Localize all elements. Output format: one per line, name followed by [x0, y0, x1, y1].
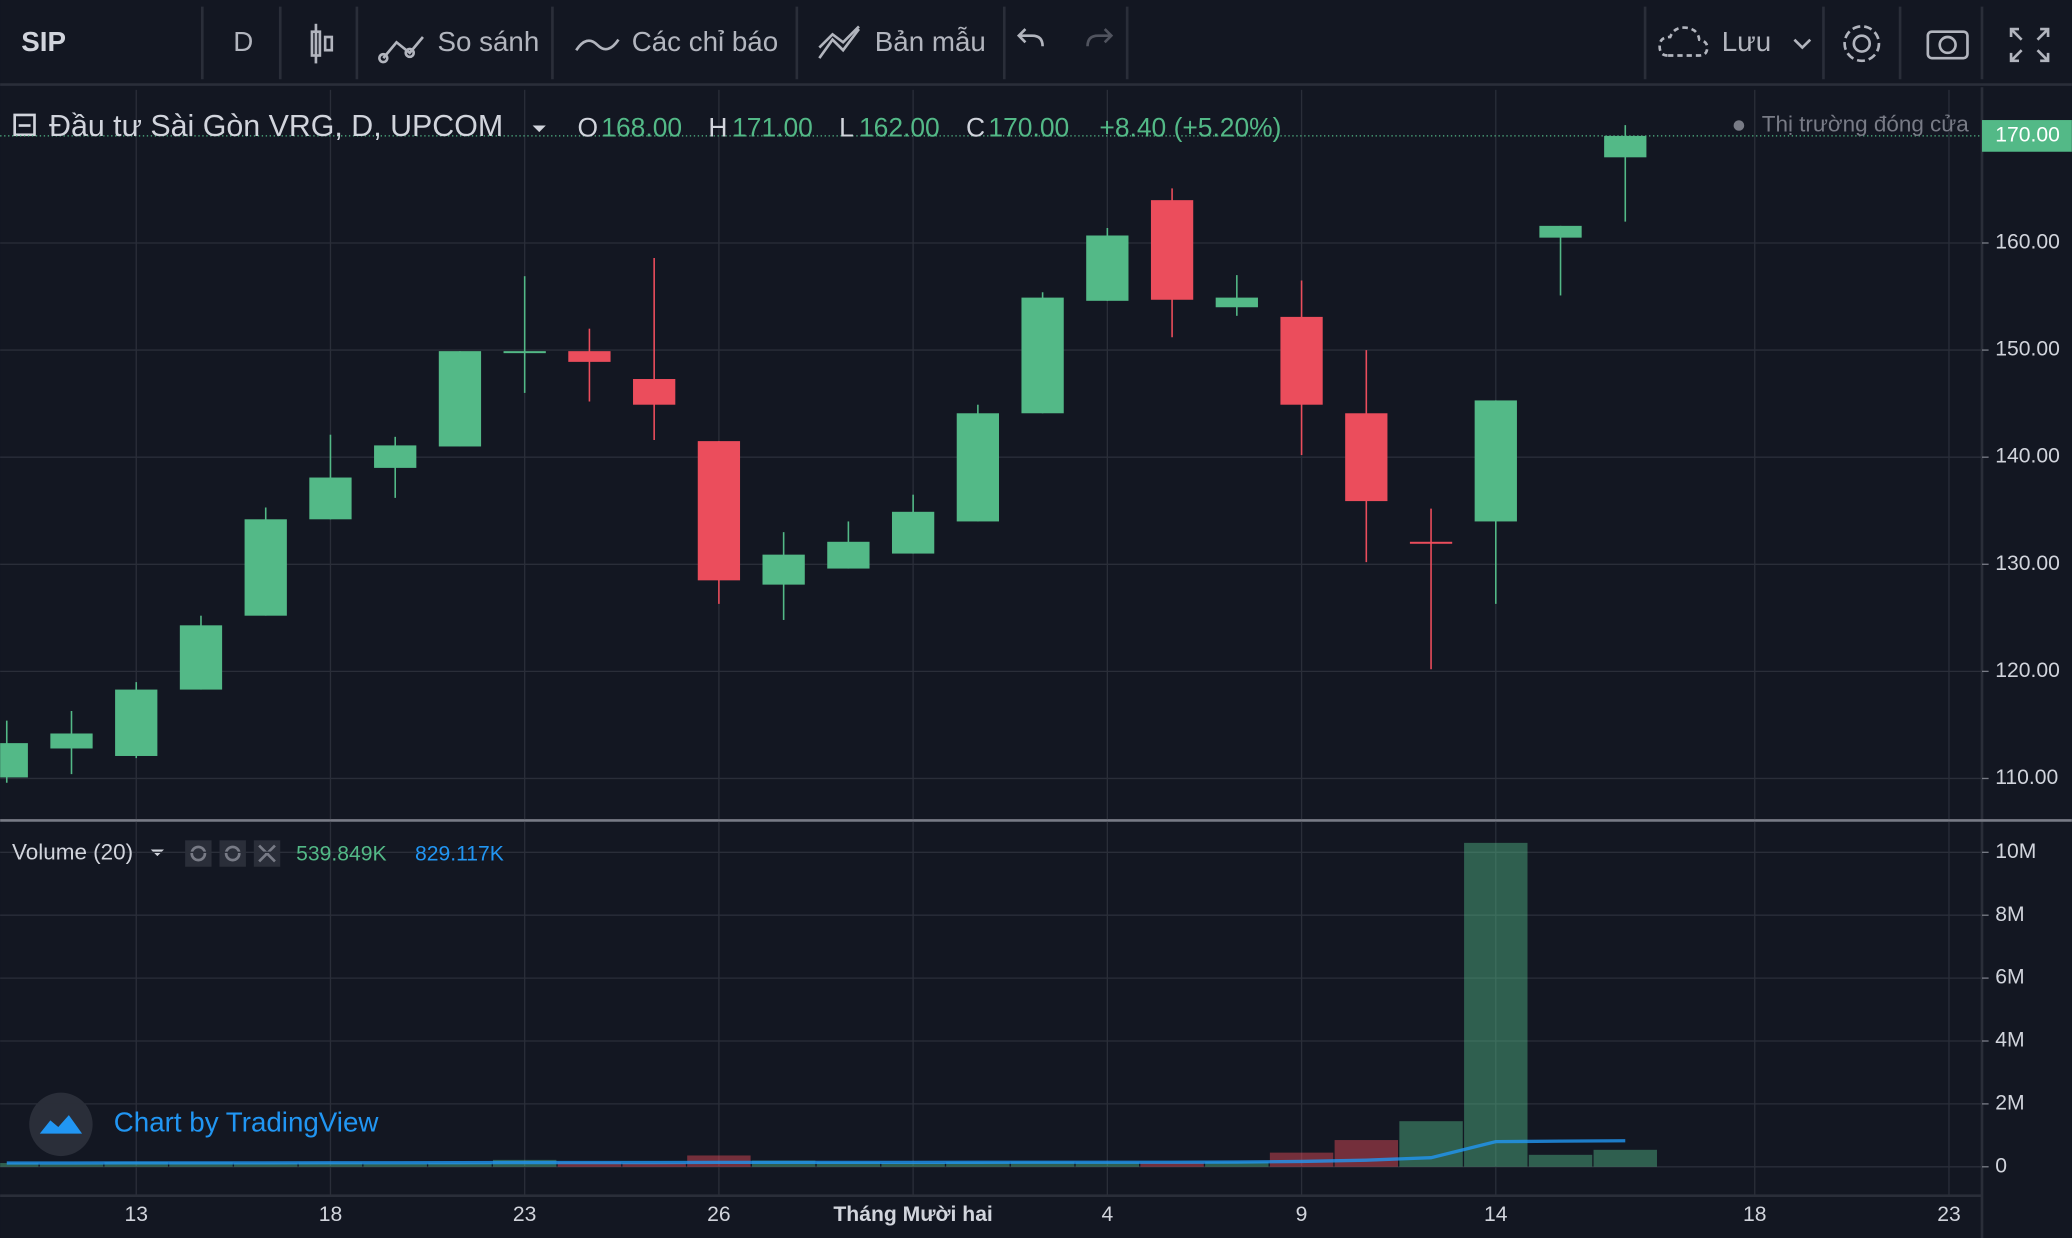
x-tick-label: 18	[1743, 1203, 1767, 1226]
candle-body	[1021, 297, 1064, 414]
volume-bar	[1593, 1149, 1657, 1167]
last-price-box	[1982, 120, 2072, 152]
volume-bar	[1010, 1161, 1075, 1167]
x-tick-label: 13	[124, 1203, 147, 1226]
legend-label: H	[708, 112, 727, 142]
candle-body	[956, 413, 1000, 522]
candle-body	[1604, 135, 1647, 158]
candle-body	[503, 351, 546, 354]
volume-bar	[1205, 1161, 1269, 1167]
volume-title: Volume (20)	[12, 839, 133, 864]
interval[interactable]: D	[233, 26, 253, 57]
volume-bar	[0, 1163, 39, 1167]
candle-body	[50, 733, 93, 749]
volume-bar	[1528, 1154, 1593, 1167]
candle-body	[1409, 541, 1453, 544]
y-tick-label: 130.00	[1995, 552, 2060, 575]
indicators-button[interactable]: Các chỉ báo	[632, 26, 778, 57]
volume-ma-line	[6, 1139, 1626, 1165]
volume-bar	[39, 1163, 104, 1167]
legend-value: 170.00	[988, 112, 1069, 142]
x-tick-label: 18	[319, 1203, 343, 1226]
compare-button[interactable]: So sánh	[437, 26, 539, 57]
volume-bar	[428, 1163, 492, 1167]
y-tick-label: 6M	[1995, 966, 2024, 989]
volume-bar	[169, 1162, 233, 1167]
volume-bar	[816, 1162, 881, 1167]
candle-body	[244, 519, 287, 616]
candle-body	[827, 541, 870, 569]
volume-bar	[1140, 1162, 1204, 1167]
candle-body	[568, 351, 611, 362]
volume-value: 539.849K	[296, 842, 386, 865]
x-tick-label: 9	[1296, 1203, 1308, 1226]
volume-bar	[1334, 1140, 1399, 1167]
candle-body	[374, 445, 417, 468]
candle-body	[1345, 413, 1388, 502]
candle-body	[1086, 235, 1129, 301]
legend-value: 168.00	[601, 112, 682, 142]
plot-area	[0, 125, 1657, 1167]
x-tick-label: Tháng Mười hai	[833, 1203, 992, 1226]
legend-label: L	[839, 112, 854, 142]
legend-label: C	[966, 112, 985, 142]
y-tick-label: 120.00	[1995, 659, 2060, 682]
volume-bar	[234, 1163, 298, 1167]
x-tick-label: 26	[707, 1203, 731, 1226]
candle-body	[633, 379, 676, 405]
symbol[interactable]: SIP	[21, 26, 66, 57]
candle-body	[697, 441, 741, 581]
candle-body	[309, 477, 352, 520]
volume-bar	[363, 1163, 427, 1167]
candle-body	[762, 554, 805, 585]
legend-label: O	[578, 112, 599, 142]
x-tick-label: 23	[513, 1203, 536, 1226]
legend-change: +8.40 (+5.20%)	[1099, 112, 1281, 142]
y-tick-label: 0	[1995, 1154, 2007, 1177]
y-tick-label: 160.00	[1995, 231, 2060, 254]
save-button[interactable]: Lưu	[1722, 26, 1771, 57]
chart-title: Đầu tư Sài Gòn VRG, D, UPCOM	[49, 109, 503, 143]
volume-bar	[946, 1162, 1010, 1167]
y-tick-label: 8M	[1995, 903, 2024, 926]
y-tick-label: 110.00	[1995, 766, 2058, 789]
volume-bar	[298, 1162, 363, 1167]
toolbar	[0, 6, 2072, 1238]
last-price-label: 170.00	[1995, 123, 2060, 146]
templates-button[interactable]: Bản mẫu	[875, 26, 986, 57]
y-tick-label: 2M	[1995, 1091, 2024, 1114]
candle-body	[0, 743, 28, 778]
candle-body	[115, 689, 158, 756]
candle-body	[1280, 316, 1323, 405]
candle-body	[1474, 400, 1517, 522]
volume-bar	[622, 1163, 686, 1167]
market-status: Thị trường đóng cửa	[1762, 111, 1970, 136]
volume-bar	[881, 1163, 945, 1167]
legend-value: 162.00	[859, 112, 940, 142]
candle-body	[179, 625, 223, 690]
y-tick-label: 140.00	[1995, 445, 2060, 468]
volume-bar	[1269, 1152, 1334, 1167]
y-tick-label: 10M	[1995, 840, 2036, 863]
volume-ma-value: 829.117K	[415, 842, 504, 865]
volume-bar	[1075, 1162, 1140, 1167]
legend-value: 171.00	[732, 112, 813, 142]
x-tick-label: 4	[1101, 1203, 1113, 1226]
y-tick-label: 4M	[1995, 1029, 2024, 1052]
candle-body	[1150, 200, 1194, 300]
candle-body	[1215, 297, 1258, 308]
candle-body	[891, 511, 935, 554]
volume-bar	[1464, 842, 1528, 1167]
x-tick-label: 14	[1484, 1203, 1508, 1226]
y-tick-label: 150.00	[1995, 338, 2060, 361]
candle-body	[438, 351, 482, 447]
toolbar-icons	[13, 23, 2050, 1157]
watermark[interactable]: Chart by TradingView	[114, 1107, 380, 1138]
candle-body	[1539, 225, 1582, 238]
x-tick-label: 23	[1937, 1203, 1961, 1226]
volume-bar	[557, 1162, 622, 1167]
